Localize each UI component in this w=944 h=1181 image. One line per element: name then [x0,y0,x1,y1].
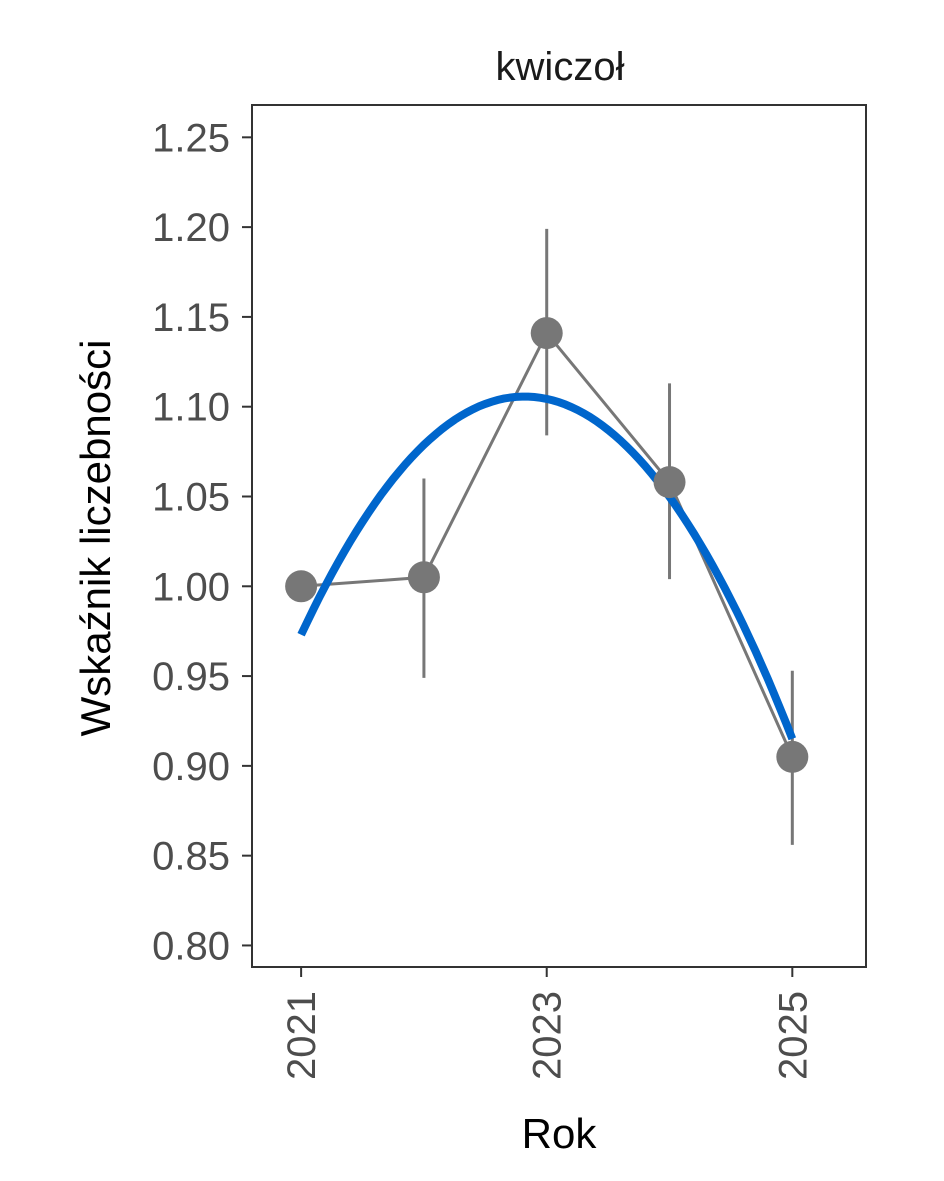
y-tick-label: 0.95 [152,655,230,699]
trend-curve-group [297,392,797,741]
y-tick-label: 1.05 [152,475,230,519]
y-axis: 0.80 0.85 0.90 0.95 1.00 1.05 1.10 1.15 1.20 1.25 [152,116,252,968]
y-tick-label: 1.20 [152,206,230,250]
y-tick-label: 0.85 [152,835,230,879]
data-point [653,466,686,499]
data-points [285,317,809,773]
y-tick-label: 1.00 [152,565,230,609]
y-tick-label: 0.90 [152,745,230,789]
y-tick-label: 1.15 [152,296,230,340]
plot-panel [251,104,867,968]
data-point [407,561,440,594]
y-tick-label: 0.80 [152,924,230,968]
data-point [285,570,318,603]
x-tick-label: 2025 [771,991,815,1080]
x-tick-label: 2021 [280,991,324,1080]
data-point [530,317,563,350]
x-tick-label: 2023 [526,991,570,1080]
y-axis-title: Wskaźnik liczebności [72,340,119,737]
data-point [776,740,809,773]
y-tick-label: 1.10 [152,386,230,430]
y-tick-label: 1.25 [152,116,230,160]
chart-title: kwiczoł [496,45,625,89]
x-axis: 2021 2023 2025 [280,967,815,1080]
x-axis-title: Rok [522,1110,598,1157]
trend-curve [297,392,797,741]
